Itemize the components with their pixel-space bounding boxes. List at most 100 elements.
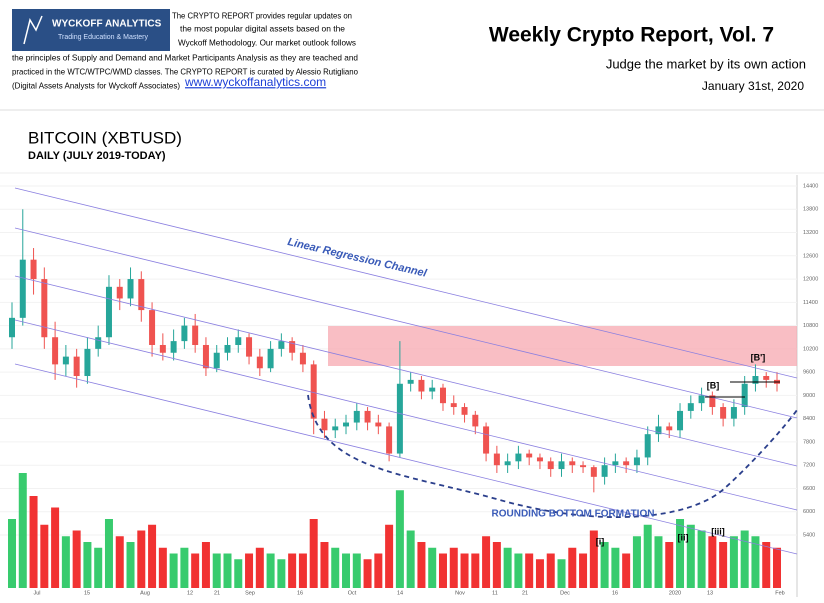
candle-body (62, 356, 69, 365)
candle-body (41, 279, 48, 338)
annotation: [iii] (711, 526, 725, 536)
candle-body (580, 465, 587, 468)
volume-bar (298, 553, 307, 588)
candle-body (547, 461, 554, 470)
candle-body (278, 341, 285, 349)
volume-bar (708, 536, 717, 588)
volume-bar (126, 542, 135, 588)
rounding-bottom-curve (307, 394, 798, 518)
volume-bar (288, 553, 297, 588)
y-tick-label: 11400 (803, 300, 818, 306)
volume-bar (223, 553, 232, 588)
candle-body (396, 383, 403, 454)
volume-bar (352, 553, 361, 588)
candle-body (386, 426, 393, 454)
candle-body (526, 453, 533, 458)
candle-body (202, 344, 209, 369)
website-link[interactable]: www.wyckoffanalytics.com (184, 75, 326, 89)
volume-bar (406, 530, 415, 588)
logo-box (12, 9, 170, 51)
candle-body (407, 379, 414, 384)
candle-body (504, 461, 511, 466)
candle-body (213, 352, 220, 369)
volume-bar (255, 547, 264, 588)
candle-body (569, 461, 576, 466)
candle-body (666, 426, 673, 431)
annotation: [B] (707, 380, 720, 390)
volume-bar (514, 553, 523, 588)
candle-body (536, 457, 543, 462)
candle-body (116, 286, 123, 299)
candle-body (84, 348, 91, 377)
volume-bar (104, 519, 113, 588)
volume-bar (697, 530, 706, 588)
x-tick-label: Sep (245, 590, 255, 596)
volume-bar (395, 490, 404, 588)
y-tick-label: 13800 (803, 207, 818, 213)
volume-bar (622, 553, 631, 588)
x-tick-label: 2020 (669, 590, 681, 596)
volume-bar (363, 559, 372, 588)
candle-body (720, 407, 727, 419)
annotation: Linear Regression Channel (286, 236, 428, 280)
volume-bar (234, 559, 243, 588)
volume-bar (579, 553, 588, 588)
intro-line: practiced in the WTC/WTPC/WMD classes. T… (12, 66, 358, 76)
y-tick-label: 12000 (803, 277, 818, 283)
volume-bar (212, 553, 221, 588)
volume-bar (482, 536, 491, 588)
logo-title: WYCKOFF ANALYTICS (52, 19, 162, 30)
volume-bar (51, 507, 60, 588)
channel-line (14, 187, 798, 379)
candle-body (633, 457, 640, 466)
x-tick-label: Nov (455, 590, 465, 596)
x-tick-label: 11 (492, 590, 498, 596)
x-tick-label: Feb (775, 590, 784, 596)
x-tick-label: 21 (214, 590, 220, 596)
volume-bar (676, 519, 685, 588)
candle-body (655, 426, 662, 435)
x-tick-label: 16 (297, 590, 303, 596)
candle-body (289, 341, 296, 353)
volume-bar (503, 547, 512, 588)
volume-bar (169, 553, 178, 588)
candle-body (353, 410, 360, 423)
candle-body (687, 403, 694, 411)
candle-body (698, 395, 705, 404)
candle-body (709, 395, 716, 408)
volume-bar (180, 547, 189, 588)
candle-body (30, 259, 37, 280)
y-tick-label: 10800 (803, 323, 818, 329)
candle-body (515, 453, 522, 462)
candle-body (170, 341, 177, 353)
volume-bar (460, 553, 469, 588)
candle-body (224, 344, 231, 353)
volume-bar (632, 536, 641, 588)
candle-body (267, 348, 274, 369)
y-tick-label: 9000 (803, 393, 815, 399)
candle-body (181, 325, 188, 342)
intro-line: The CRYPTO REPORT provides regular updat… (172, 10, 352, 20)
candle-body (332, 426, 339, 431)
volume-bar (191, 553, 200, 588)
volume-bar (557, 559, 566, 588)
channel-line (14, 319, 798, 511)
volume-bar (535, 559, 544, 588)
logo-tagline: Trading Education & Mastery (58, 34, 149, 41)
candle-body (590, 467, 597, 477)
y-tick-label: 10200 (803, 346, 818, 352)
candle-body (483, 426, 490, 454)
candle-body (127, 279, 134, 299)
candle-body (752, 376, 759, 384)
volume-bar (385, 524, 394, 588)
candle-body (364, 410, 371, 423)
y-tick-label: 13200 (803, 230, 818, 236)
y-tick-label: 8400 (803, 416, 815, 422)
volume-bar (61, 536, 70, 588)
x-tick-label: 14 (397, 590, 403, 596)
candle-body (9, 317, 15, 338)
volume-bar (158, 547, 167, 588)
volume-bar (546, 553, 555, 588)
volume-bar (40, 524, 49, 588)
candle-body (558, 461, 565, 470)
